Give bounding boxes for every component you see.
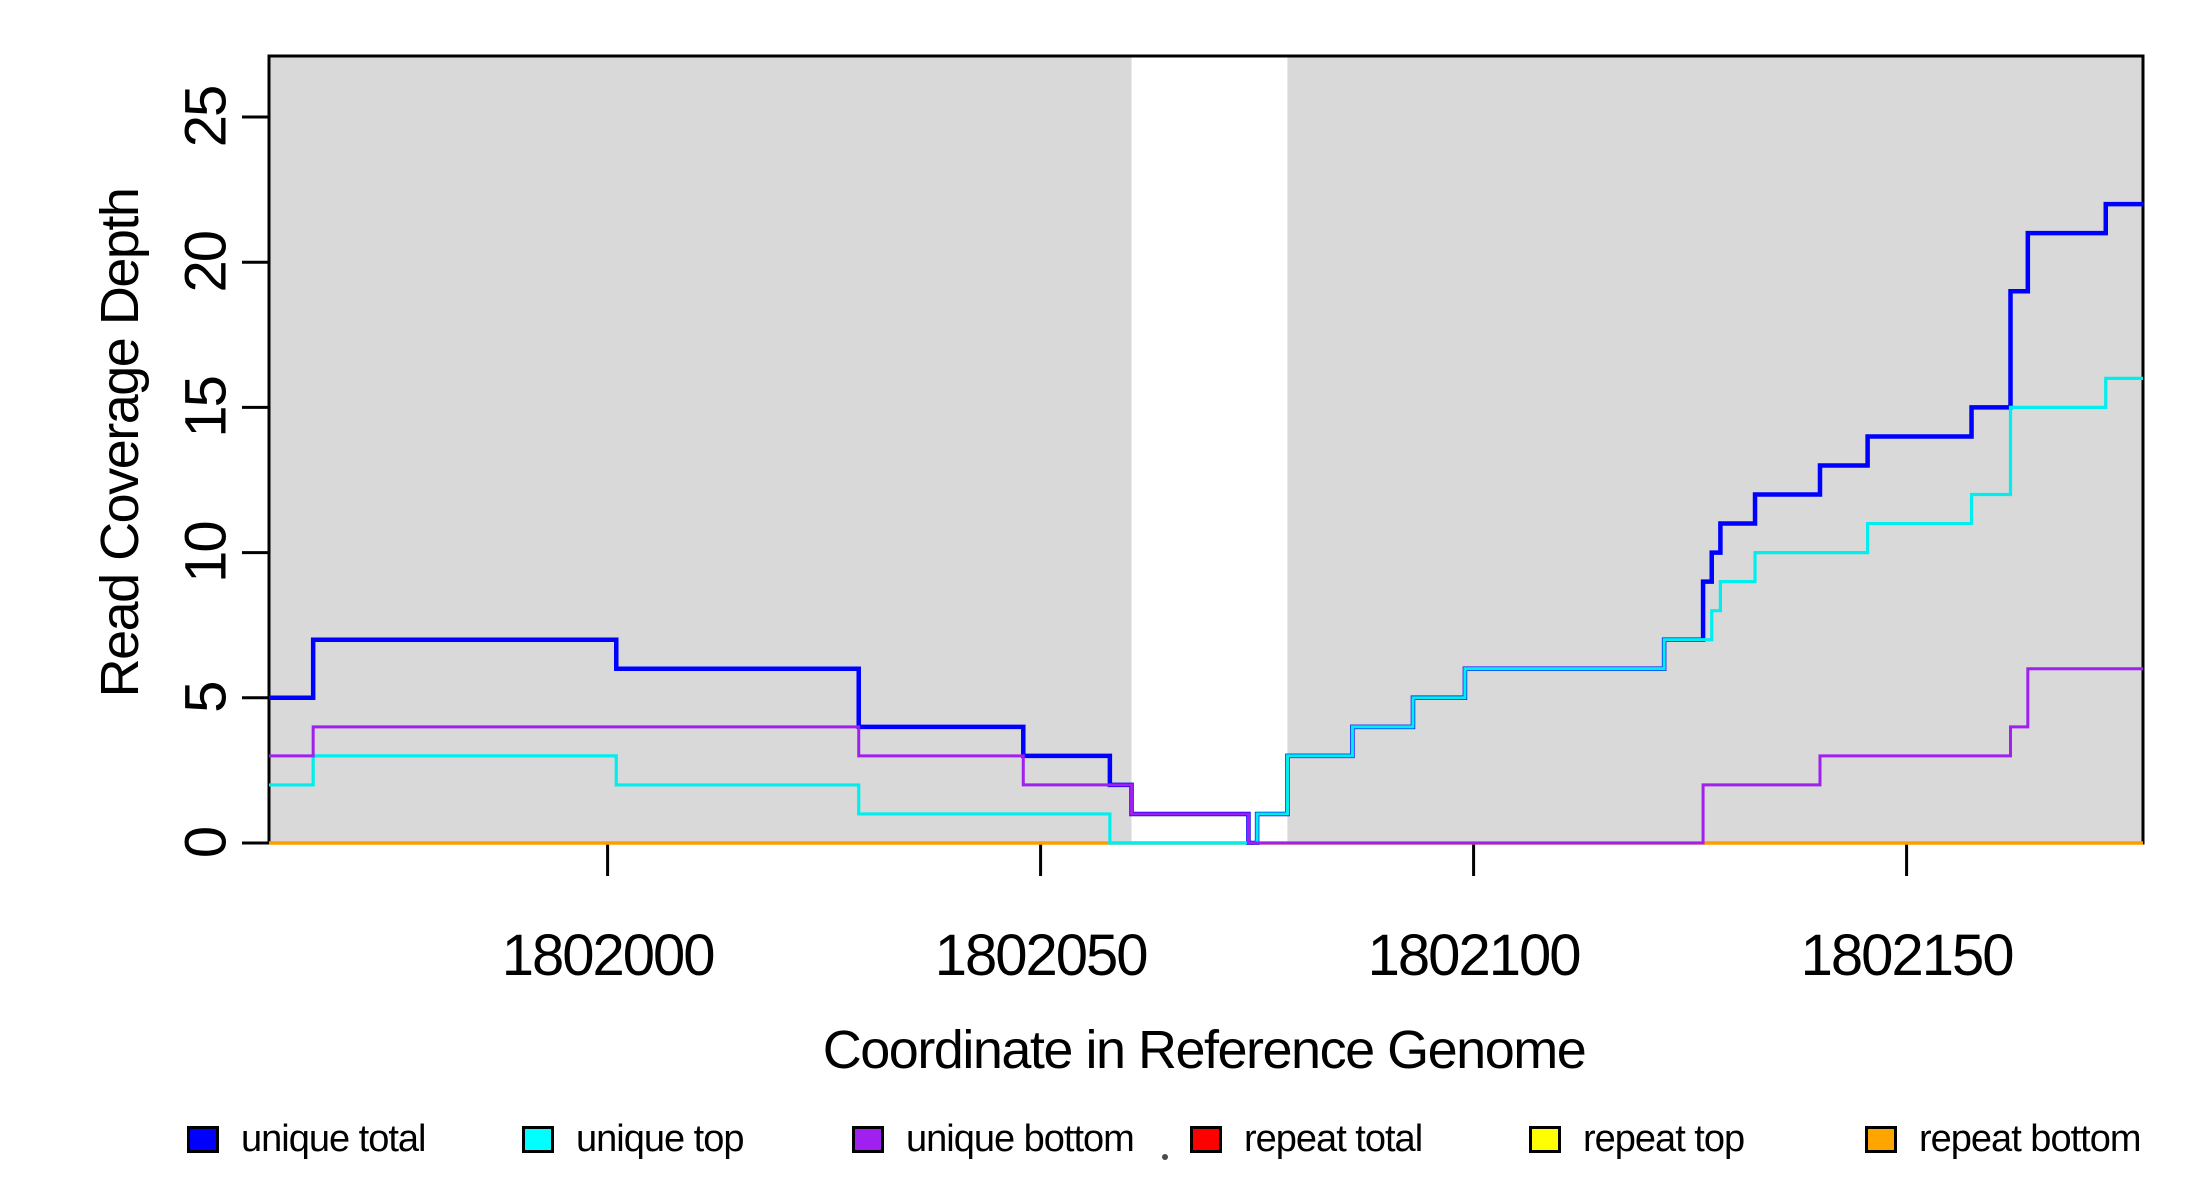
legend-item-repeat-total: repeat total [1190,1118,1423,1160]
series-lines [269,201,2143,845]
x-tick-label-1802000: 1802000 [502,923,714,988]
y-tick-label-10: 10 [173,522,238,583]
y-tick-label-20: 20 [173,232,238,293]
series-line-unique-top [269,376,2143,845]
legend-swatch-repeat-bottom [1865,1125,1897,1153]
legend-swatch-unique-bottom [852,1125,884,1153]
legend-label-unique-top: unique top [576,1117,744,1160]
legend-label-unique-total: unique total [241,1117,426,1160]
legend-item-unique-top: unique top [522,1118,744,1160]
shaded-region-2 [1287,56,2143,843]
legend-item-unique-bottom: unique bottom [852,1118,1135,1160]
series-line-unique-bottom [269,667,2143,845]
legend-swatch-repeat-top [1529,1125,1561,1153]
x-tick-label-1802100: 1802100 [1368,923,1580,988]
legend-swatch-unique-total [187,1125,219,1153]
legend-label-repeat-total: repeat total [1244,1117,1423,1160]
legend-swatch-unique-top [522,1125,554,1153]
x-tick-label-1802150: 1802150 [1801,923,2013,988]
legend-item-repeat-bottom: repeat bottom [1865,1118,2141,1160]
legend-label-unique-bottom: unique bottom [906,1117,1135,1160]
legend-item-unique-total: unique total [187,1118,426,1160]
y-tick-label-5: 5 [173,683,238,713]
y-tick-label-25: 25 [173,87,238,148]
legend-item-repeat-top: repeat top [1529,1118,1745,1160]
legend-swatch-repeat-total [1190,1125,1222,1153]
y-axis-title: Read Coverage Depth [90,188,150,698]
x-tick-label-1802050: 1802050 [935,923,1147,988]
legend-artifact-dot [1162,1154,1168,1160]
x-axis-title: Coordinate in Reference Genome [822,1020,1587,1080]
shaded-region-1 [269,56,1132,843]
legend-label-repeat-top: repeat top [1583,1117,1745,1160]
y-tick-label-15: 15 [173,377,238,438]
legend-label-repeat-bottom: repeat bottom [1919,1117,2141,1160]
y-tick-label-0: 0 [173,828,238,858]
